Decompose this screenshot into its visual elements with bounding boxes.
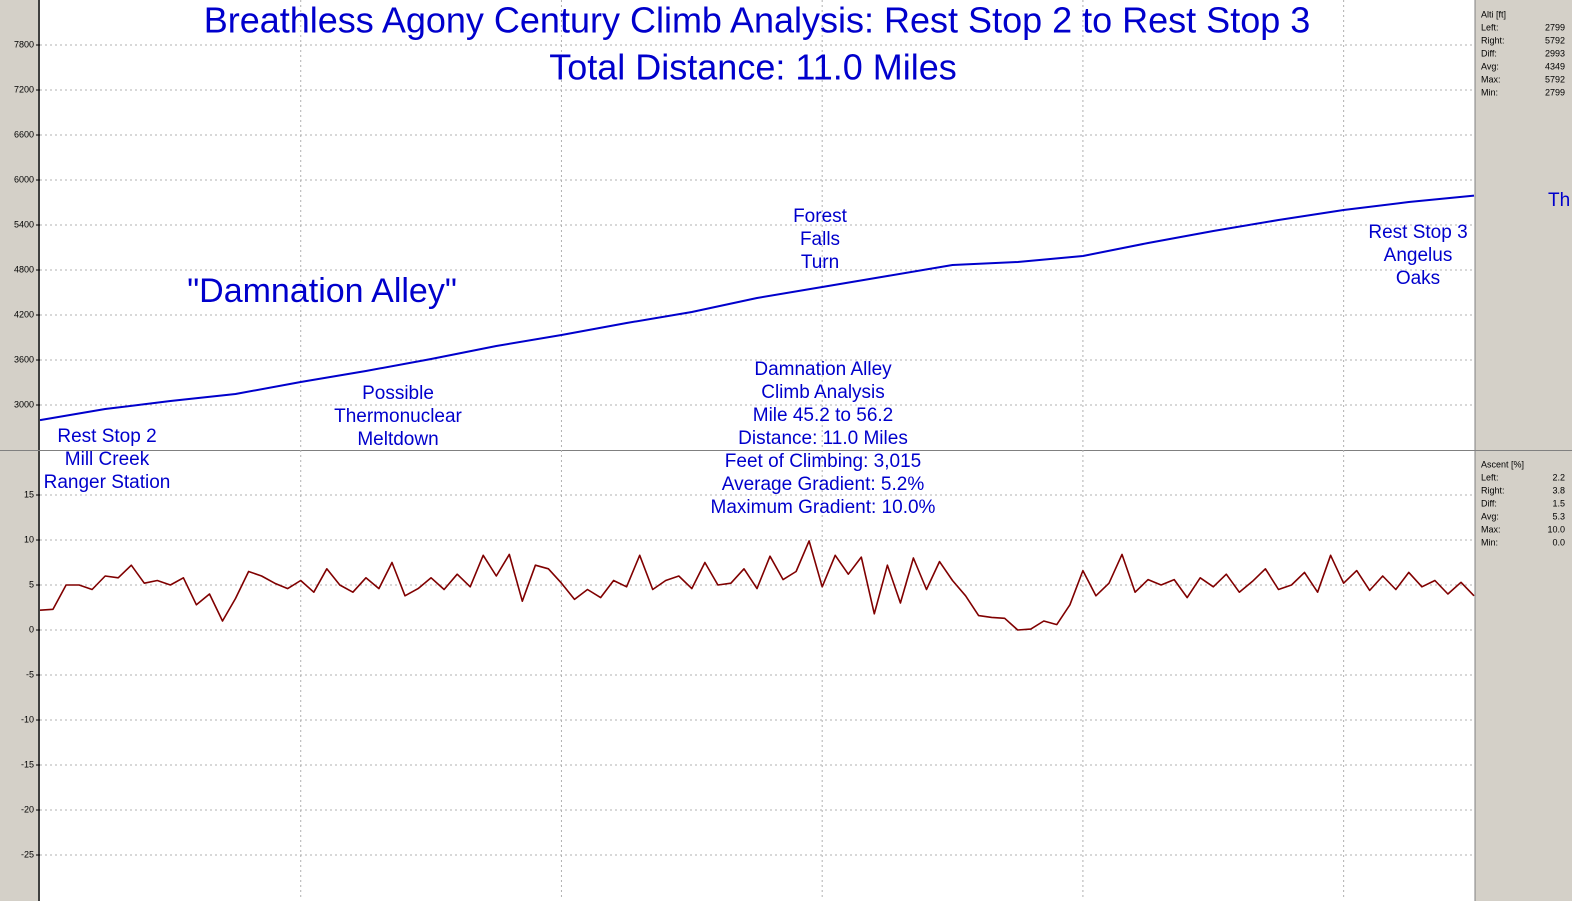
stats-value: 2.2 bbox=[1552, 472, 1565, 482]
y-tick-label: 4800 bbox=[14, 264, 34, 274]
annotation: Meltdown bbox=[357, 429, 438, 450]
y-tick-label: 7200 bbox=[14, 84, 34, 94]
stats-value: 4349 bbox=[1545, 61, 1565, 71]
annotation: Falls bbox=[800, 229, 840, 250]
y-tick-label: 6000 bbox=[14, 174, 34, 184]
stats-name: Avg: bbox=[1481, 511, 1499, 521]
annotation: Mile 45.2 to 56.2 bbox=[753, 405, 893, 426]
annotation: Feet of Climbing: 3,015 bbox=[725, 451, 921, 472]
annotation: Th bbox=[1548, 190, 1570, 211]
y-tick-label: 4200 bbox=[14, 309, 34, 319]
annotation: Thermonuclear bbox=[334, 406, 462, 427]
annotation: Average Gradient: 5.2% bbox=[722, 474, 925, 495]
y-tick-label: 10 bbox=[24, 534, 34, 544]
y-tick-label: 15 bbox=[24, 489, 34, 499]
stats-name: Right: bbox=[1481, 35, 1505, 45]
stats-name: Max: bbox=[1481, 74, 1501, 84]
annotation: Angelus bbox=[1384, 245, 1453, 266]
stats-value: 2799 bbox=[1545, 22, 1565, 32]
stats-title: Alti [ft] bbox=[1481, 9, 1506, 19]
annotation: "Damnation Alley" bbox=[187, 272, 457, 310]
stats-name: Diff: bbox=[1481, 48, 1497, 58]
y-tick-label: -5 bbox=[26, 669, 34, 679]
y-tick-label: -15 bbox=[21, 759, 34, 769]
stats-value: 2799 bbox=[1545, 87, 1565, 97]
y-tick-label: 5 bbox=[29, 579, 34, 589]
stats-name: Max: bbox=[1481, 524, 1501, 534]
stats-name: Right: bbox=[1481, 485, 1505, 495]
series-line bbox=[39, 194, 1475, 422]
y-tick-label: 7800 bbox=[14, 39, 34, 49]
annotation: Turn bbox=[801, 252, 839, 273]
y-tick-label: 6600 bbox=[14, 129, 34, 139]
y-tick-label: 3600 bbox=[14, 354, 34, 364]
annotation: Possible bbox=[362, 383, 434, 404]
y-tick-label: 3000 bbox=[14, 399, 34, 409]
annotation: Rest Stop 3 bbox=[1368, 222, 1467, 243]
stats-value: 3.8 bbox=[1552, 485, 1565, 495]
annotation: Oaks bbox=[1396, 268, 1440, 289]
annotation: Distance: 11.0 Miles bbox=[738, 428, 908, 449]
annotation: Climb Analysis bbox=[761, 382, 885, 403]
annotation: Forest bbox=[793, 206, 848, 227]
chart-title: Breathless Agony Century Climb Analysis:… bbox=[204, 0, 1311, 41]
annotation: Maximum Gradient: 10.0% bbox=[711, 497, 936, 518]
stats-name: Diff: bbox=[1481, 498, 1497, 508]
y-tick-label: 5400 bbox=[14, 219, 34, 229]
y-tick-label: 0 bbox=[29, 624, 34, 634]
annotation: Ranger Station bbox=[44, 472, 171, 493]
stats-value: 5.3 bbox=[1552, 511, 1565, 521]
stats-name: Left: bbox=[1481, 472, 1499, 482]
stats-value: 5792 bbox=[1545, 35, 1565, 45]
stats-name: Min: bbox=[1481, 87, 1498, 97]
chart-subtitle: Total Distance: 11.0 Miles bbox=[549, 47, 957, 88]
annotation: Mill Creek bbox=[65, 449, 150, 470]
stats-value: 1.5 bbox=[1552, 498, 1565, 508]
annotation: Rest Stop 2 bbox=[57, 426, 156, 447]
y-tick-label: -10 bbox=[21, 714, 34, 724]
y-tick-label: -25 bbox=[21, 849, 34, 859]
stats-value: 10.0 bbox=[1547, 524, 1565, 534]
stats-name: Left: bbox=[1481, 22, 1499, 32]
stats-value: 2993 bbox=[1545, 48, 1565, 58]
series-line bbox=[39, 540, 1475, 631]
stats-value: 5792 bbox=[1545, 74, 1565, 84]
stats-name: Avg: bbox=[1481, 61, 1499, 71]
annotation: Damnation Alley bbox=[754, 359, 892, 380]
y-tick-label: -20 bbox=[21, 804, 34, 814]
stats-value: 0.0 bbox=[1552, 537, 1565, 547]
stats-title: Ascent [%] bbox=[1481, 459, 1524, 469]
stats-name: Min: bbox=[1481, 537, 1498, 547]
